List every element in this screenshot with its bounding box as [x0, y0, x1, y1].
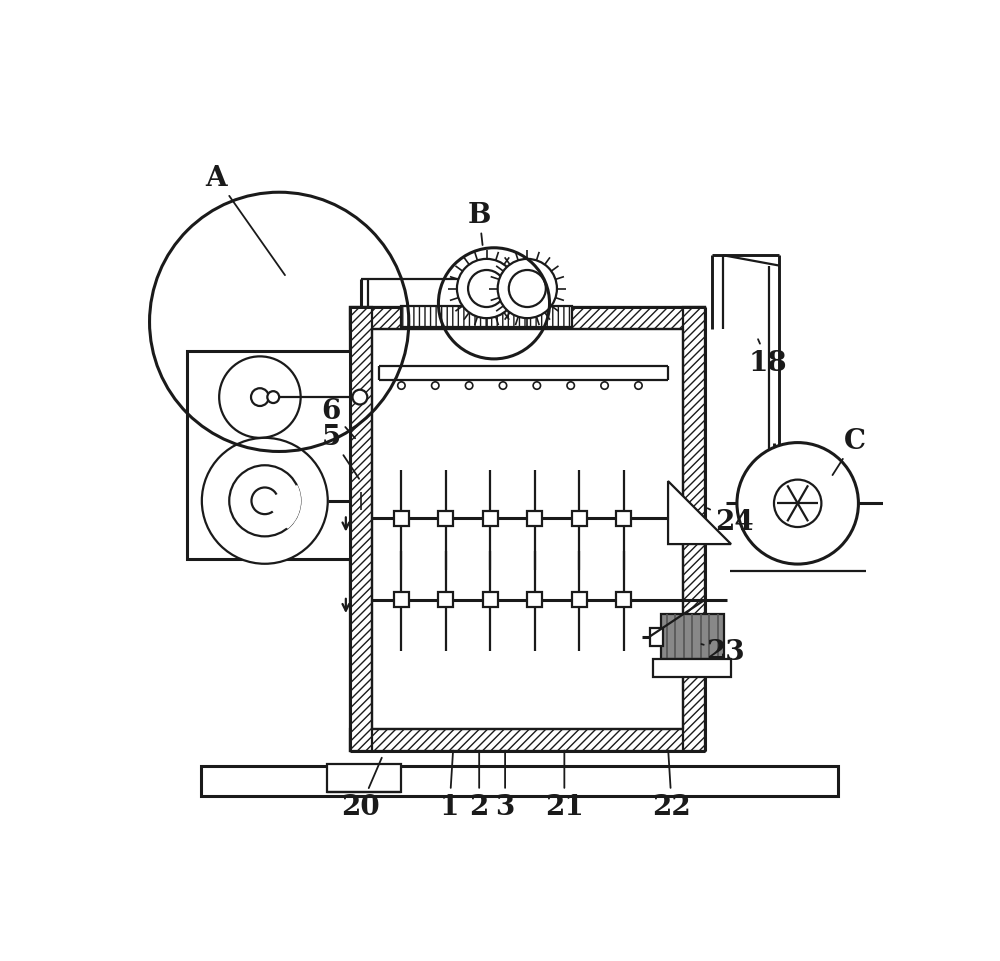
Bar: [201, 767, 838, 796]
Text: 1: 1: [440, 751, 459, 821]
Polygon shape: [265, 486, 300, 529]
Bar: [350, 308, 372, 752]
Circle shape: [635, 382, 642, 390]
Text: A: A: [205, 164, 285, 276]
Circle shape: [774, 480, 821, 528]
Circle shape: [499, 382, 507, 390]
Text: 23: 23: [701, 638, 745, 665]
Circle shape: [457, 259, 516, 319]
Circle shape: [567, 382, 574, 390]
Bar: [483, 593, 498, 607]
Bar: [394, 593, 409, 607]
Bar: [438, 593, 453, 607]
Bar: [401, 307, 572, 328]
Circle shape: [468, 271, 505, 308]
Bar: [527, 593, 542, 607]
Bar: [572, 511, 587, 526]
Text: 5: 5: [321, 424, 359, 480]
Bar: [438, 511, 453, 526]
Bar: [683, 308, 705, 752]
Bar: [616, 511, 631, 526]
Text: 6: 6: [321, 398, 355, 439]
Circle shape: [509, 271, 546, 308]
Circle shape: [251, 488, 278, 514]
Bar: [327, 764, 401, 793]
Bar: [653, 659, 731, 678]
Circle shape: [601, 382, 608, 390]
Text: 20: 20: [341, 758, 382, 821]
Circle shape: [398, 382, 405, 390]
Bar: [527, 511, 542, 526]
Text: C: C: [833, 428, 866, 476]
Circle shape: [229, 466, 300, 537]
Circle shape: [353, 390, 367, 406]
Bar: [650, 628, 663, 646]
Circle shape: [219, 357, 301, 438]
Text: 24: 24: [708, 508, 754, 535]
Polygon shape: [668, 481, 731, 545]
Circle shape: [533, 382, 541, 390]
Bar: [350, 729, 705, 752]
Text: 3: 3: [495, 751, 515, 821]
Circle shape: [432, 382, 439, 390]
Circle shape: [764, 461, 782, 480]
Text: 2: 2: [469, 751, 489, 821]
Bar: [350, 308, 705, 330]
Bar: [661, 615, 724, 659]
Bar: [187, 352, 350, 559]
Text: B: B: [467, 202, 491, 246]
Bar: [483, 511, 498, 526]
Circle shape: [737, 443, 858, 564]
Bar: [572, 593, 587, 607]
Circle shape: [251, 389, 269, 407]
Text: 22: 22: [652, 751, 691, 821]
Circle shape: [267, 392, 279, 404]
Bar: [394, 511, 409, 526]
Text: 18: 18: [749, 340, 787, 377]
Text: 21: 21: [545, 751, 584, 821]
Circle shape: [202, 438, 328, 564]
Bar: [616, 593, 631, 607]
Circle shape: [498, 259, 557, 319]
Circle shape: [465, 382, 473, 390]
